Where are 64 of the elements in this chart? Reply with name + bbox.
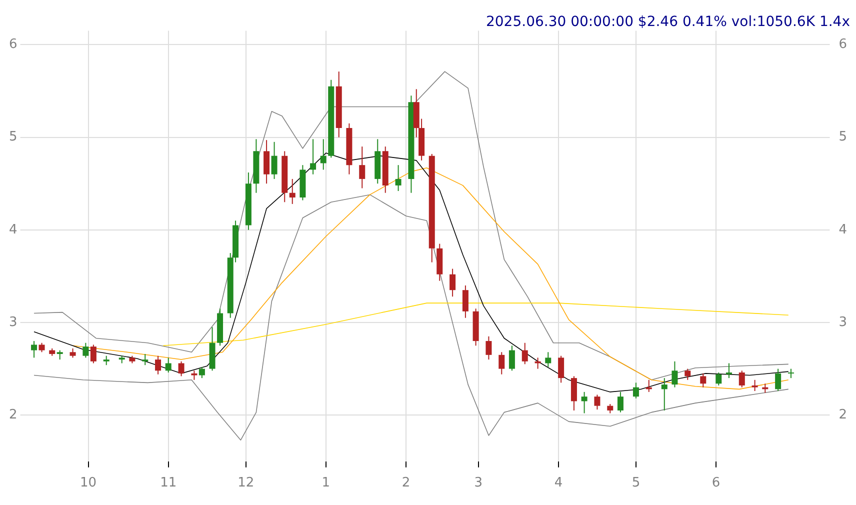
y-tick-label: 5 [8,130,18,145]
candlestick [31,340,38,358]
candlestick [191,370,198,380]
y-tick-label: 2 [8,407,18,422]
candlestick [178,360,184,377]
x-tick-label: 5 [632,476,640,491]
candlestick [738,370,745,388]
candlestick [103,355,110,366]
candlestick [450,268,456,298]
candlestick [271,141,278,180]
candlestick [594,394,600,410]
candlestick [198,366,205,379]
candlestick [672,360,678,388]
candlestick [607,403,614,414]
candlestick [545,352,552,368]
candlestick [788,368,794,379]
y2-tick-label: 2 [838,407,848,422]
candlestick [264,140,270,184]
candlestick [56,350,63,360]
x-tick-label: 4 [554,476,563,491]
candlestick [90,344,96,364]
candlestick [486,336,492,360]
y2-tick-label: 6 [838,37,848,52]
candlestick [498,352,505,375]
candlestick [462,284,468,318]
candlestick [581,391,588,414]
x-tick-label: 2 [402,476,410,491]
x-tick-label: 10 [80,476,97,491]
candlestick [508,345,515,372]
candlestick [700,372,706,388]
candlestick [320,138,326,170]
y-tick-label: 6 [8,37,18,52]
candlestick [617,391,624,413]
candlestick [38,342,45,353]
candlestick [775,368,782,392]
candlestick [726,362,732,379]
y-tick-label: 4 [8,222,18,238]
x-tick-label: 11 [160,476,177,491]
candlestick [395,164,402,192]
x-tick-label: 3 [474,476,483,491]
candlestick [70,348,76,358]
candlestick [570,376,577,411]
candlestick [661,378,668,411]
y-tick-label: 3 [8,314,18,330]
y2-tick-label: 4 [838,222,848,238]
y2-tick-label: 5 [838,130,848,145]
chart-title: 2025.06.30 00:00:00 $2.46 0.41% vol:1050.6K 1.4x [486,14,850,30]
candlestick [289,178,296,204]
candlestick [716,372,722,386]
candlestick [165,357,172,373]
candlestick [310,138,316,175]
candlestick [359,146,366,189]
candlestick [522,342,528,365]
candlestick [155,355,162,375]
y2-tick-label: 3 [838,314,848,330]
x-tick-label: 1 [322,476,330,491]
candlestick [752,379,758,392]
candlestick [558,355,564,384]
x-tick-label: 6 [712,476,720,491]
x-tick-label: 12 [238,476,254,491]
candlestick [632,382,639,399]
candlestick [82,342,89,358]
candlestick [684,368,691,380]
candlestick [142,353,148,366]
